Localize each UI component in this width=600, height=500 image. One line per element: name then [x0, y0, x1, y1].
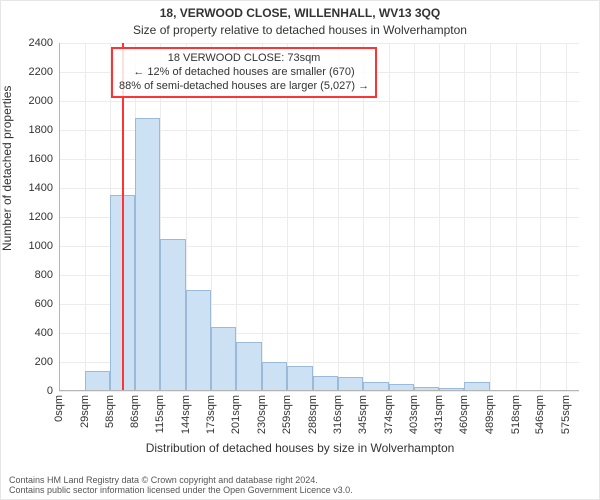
annotation-line1: 18 VERWOOD CLOSE: 73sqm: [119, 52, 369, 66]
x-tick-label: 201sqm: [230, 391, 242, 434]
y-tick-label: 200: [35, 356, 59, 368]
x-tick-label: 546sqm: [534, 391, 546, 434]
histogram-bar: [186, 290, 212, 392]
y-tick-label: 2400: [29, 37, 59, 49]
x-tick-label: 230sqm: [256, 391, 268, 434]
x-tick-label: 144sqm: [180, 391, 192, 434]
x-tick-label: 345sqm: [357, 391, 369, 434]
y-tick-label: 2000: [29, 95, 59, 107]
gridline-vertical: [389, 43, 390, 391]
footnote-line1: Contains HM Land Registry data © Crown c…: [9, 475, 591, 485]
x-tick-label: 0sqm: [53, 391, 65, 422]
y-axis-line: [59, 43, 60, 391]
x-tick-label: 288sqm: [307, 391, 319, 434]
gridline-vertical: [414, 43, 415, 391]
histogram-bar: [211, 327, 236, 391]
histogram-bar: [287, 366, 313, 391]
gridline-horizontal: [59, 101, 579, 102]
histogram-bar: [135, 118, 161, 391]
annotation-line3: 88% of semi-detached houses are larger (…: [119, 80, 369, 94]
histogram-bar: [313, 376, 338, 391]
gridline-vertical: [464, 43, 465, 391]
y-tick-label: 2200: [29, 66, 59, 78]
y-tick-label: 1600: [29, 153, 59, 165]
x-axis-label: Distribution of detached houses by size …: [1, 441, 599, 455]
histogram-bar: [262, 362, 288, 391]
gridline-horizontal: [59, 43, 579, 44]
x-tick-label: 518sqm: [510, 391, 522, 434]
x-tick-label: 374sqm: [383, 391, 395, 434]
x-tick-label: 29sqm: [79, 391, 91, 428]
annotation-line2: ← 12% of detached houses are smaller (67…: [119, 66, 369, 80]
chart-container: 18, VERWOOD CLOSE, WILLENHALL, WV13 3QQ …: [0, 0, 600, 500]
x-tick-label: 403sqm: [408, 391, 420, 434]
chart-title: 18, VERWOOD CLOSE, WILLENHALL, WV13 3QQ: [1, 6, 599, 20]
y-tick-label: 1400: [29, 182, 59, 194]
histogram-bar: [160, 239, 186, 391]
gridline-vertical: [85, 43, 86, 391]
annotation-box: 18 VERWOOD CLOSE: 73sqm ← 12% of detache…: [111, 47, 377, 98]
x-tick-label: 489sqm: [484, 391, 496, 434]
x-axis-line: [59, 390, 579, 391]
histogram-bar: [338, 377, 364, 392]
y-tick-label: 1000: [29, 240, 59, 252]
x-tick-label: 460sqm: [458, 391, 470, 434]
x-tick-label: 115sqm: [154, 391, 166, 433]
gridline-vertical: [439, 43, 440, 391]
gridline-vertical: [566, 43, 567, 391]
histogram-bar: [236, 342, 262, 391]
gridline-vertical: [490, 43, 491, 391]
y-axis-label: Number of detached properties: [0, 86, 14, 251]
y-tick-label: 400: [35, 327, 59, 339]
y-tick-label: 1200: [29, 211, 59, 223]
x-tick-label: 58sqm: [104, 391, 116, 428]
y-tick-label: 600: [35, 298, 59, 310]
histogram-bar: [85, 371, 111, 391]
x-tick-label: 173sqm: [205, 391, 217, 434]
chart-subtitle: Size of property relative to detached ho…: [1, 23, 599, 37]
footnote: Contains HM Land Registry data © Crown c…: [9, 475, 591, 495]
x-tick-label: 259sqm: [281, 391, 293, 434]
x-tick-label: 575sqm: [560, 391, 572, 434]
y-tick-label: 800: [35, 269, 59, 281]
x-tick-label: 86sqm: [129, 391, 141, 428]
y-tick-label: 1800: [29, 124, 59, 136]
x-tick-label: 431sqm: [433, 391, 445, 434]
gridline-vertical: [540, 43, 541, 391]
x-tick-label: 316sqm: [332, 391, 344, 434]
footnote-line2: Contains public sector information licen…: [9, 485, 591, 495]
gridline-vertical: [516, 43, 517, 391]
